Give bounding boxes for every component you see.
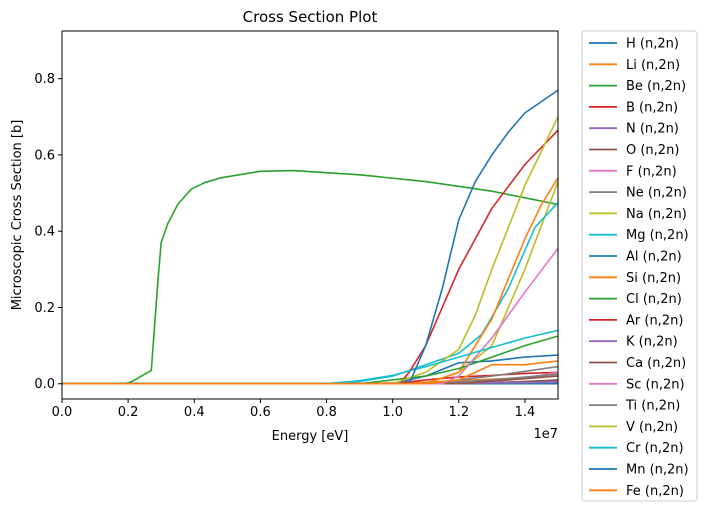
x-tick-label: 1.4 — [515, 405, 536, 420]
legend-label: Mg (n,2n) — [626, 228, 689, 243]
legend-label: Mn (n,2n) — [626, 463, 689, 478]
series-line-22 — [62, 360, 558, 385]
y-tick-label: 0.4 — [34, 225, 55, 240]
y-tick-label: 0.6 — [34, 148, 55, 163]
y-axis: 0.0 0.2 0.4 0.6 0.8 — [34, 72, 62, 392]
x-tick-label: 0.4 — [184, 405, 205, 420]
legend-label: Si (n,2n) — [626, 271, 681, 286]
legend-label: B (n,2n) — [626, 100, 678, 115]
legend-label: Ar (n,2n) — [626, 313, 683, 328]
legend-label: F (n,2n) — [626, 164, 677, 179]
x-tick-label: 0.8 — [316, 405, 337, 420]
legend-label: Cr (n,2n) — [626, 441, 684, 456]
x-axis: 0.0 0.2 0.4 0.6 0.8 1.0 1.2 1.4 — [52, 399, 536, 420]
legend-label: Li (n,2n) — [626, 58, 680, 73]
y-tick-label: 0.0 — [34, 377, 55, 392]
x-tick-label: 0.0 — [52, 405, 73, 420]
legend-label: N (n,2n) — [626, 122, 679, 137]
y-axis-label: Microscopic Cross Section [b] — [10, 120, 25, 311]
series-line-14 — [62, 129, 558, 385]
legend-label: Al (n,2n) — [626, 250, 682, 265]
series-layer — [62, 89, 558, 385]
legend-label: Be (n,2n) — [626, 79, 686, 94]
legend-label: Cl (n,2n) — [626, 292, 682, 307]
x-tick-label: 1.0 — [382, 405, 403, 420]
legend-label: O (n,2n) — [626, 143, 679, 158]
x-axis-label: Energy [eV] — [272, 429, 349, 444]
y-tick-label: 0.8 — [34, 72, 55, 87]
legend-label: H (n,2n) — [626, 37, 679, 52]
series-line-19 — [62, 116, 558, 385]
series-line-21 — [62, 89, 558, 385]
legend-label: K (n,2n) — [626, 335, 678, 350]
series-line-3 — [62, 169, 558, 385]
legend: H (n,2n) Li (n,2n) Be (n,2n) B (n,2n) N (n,2… — [581, 30, 698, 502]
legend-label: Ne (n,2n) — [626, 186, 687, 201]
legend-label: Ca (n,2n) — [626, 356, 686, 371]
x-tick-label: 0.6 — [250, 405, 271, 420]
y-tick-label: 0.2 — [34, 301, 55, 316]
chart-title: Cross Section Plot — [243, 8, 378, 26]
x-axis-offset-label: 1e7 — [533, 427, 558, 442]
legend-label: Ti (n,2n) — [625, 399, 680, 414]
legend-label: Fe (n,2n) — [626, 484, 684, 499]
series-line-9 — [62, 181, 558, 385]
legend-label: V (n,2n) — [626, 420, 678, 435]
legend-label: Sc (n,2n) — [626, 377, 685, 392]
plot-frame — [61, 30, 559, 400]
series-line-17 — [62, 247, 558, 385]
x-tick-label: 0.2 — [118, 405, 139, 420]
legend-label: Na (n,2n) — [626, 207, 687, 222]
series-line-20 — [62, 329, 558, 385]
x-tick-label: 1.2 — [448, 405, 469, 420]
